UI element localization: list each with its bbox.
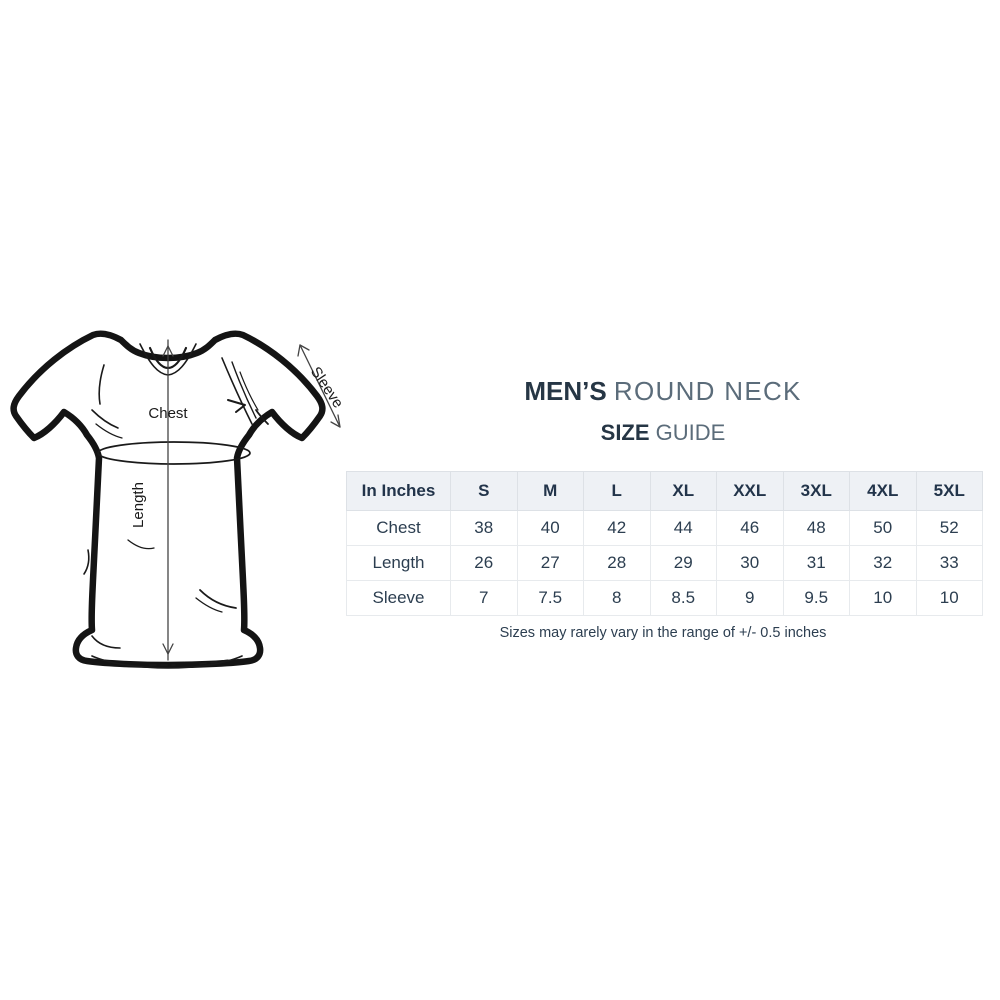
svg-text:Length: Length <box>130 482 147 528</box>
svg-text:Chest: Chest <box>148 405 188 422</box>
